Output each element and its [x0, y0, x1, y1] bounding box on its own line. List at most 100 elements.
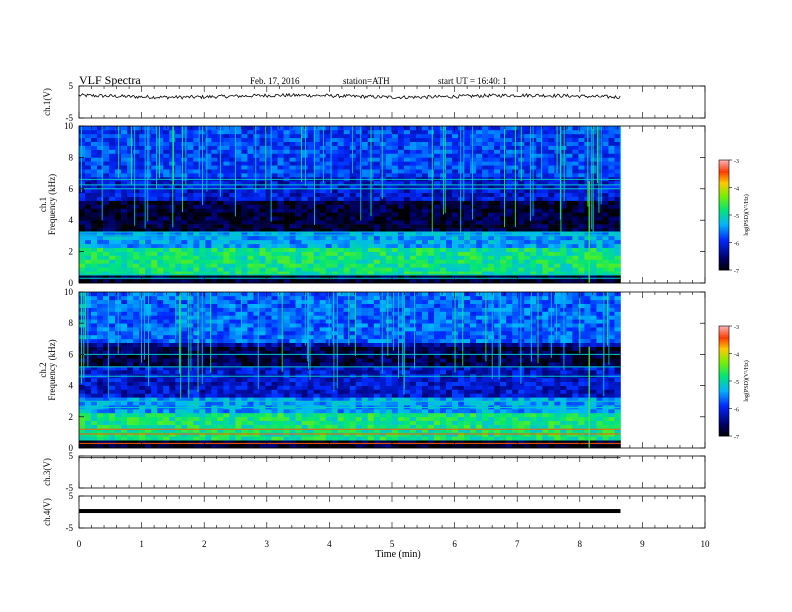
spectrogram-cell — [373, 432, 381, 437]
spectrogram-cell — [139, 157, 146, 162]
spectrogram-cell — [223, 409, 230, 414]
spectrogram-cell — [235, 133, 242, 139]
spectrogram-cell — [205, 216, 212, 221]
spectrogram-cell — [241, 420, 248, 425]
spectrogram-cell — [421, 157, 429, 162]
spectrogram-cell — [524, 432, 531, 437]
spectrogram-cell — [397, 192, 405, 197]
spectrogram-cell — [277, 180, 284, 186]
spectrogram-cell — [530, 247, 537, 252]
spectrogram-cell — [439, 279, 447, 284]
spectrogram-cell — [488, 428, 495, 433]
spectrogram-cell — [115, 220, 122, 225]
spectrogram-cell — [361, 157, 369, 162]
spectrogram-cell — [614, 401, 621, 406]
spectrogram-cell — [169, 263, 176, 268]
spectrogram-cell — [427, 196, 435, 201]
spectrogram-cell — [548, 126, 555, 131]
spectrogram-cell — [205, 412, 212, 418]
spectrogram-cell — [524, 444, 531, 449]
spectrogram-cell — [223, 173, 230, 178]
spectrogram-cell — [343, 267, 351, 272]
spectrogram-cell — [313, 224, 320, 229]
spectrogram-cell — [488, 161, 495, 166]
spectrogram-cell — [415, 416, 423, 421]
spectrogram-cell — [337, 239, 345, 245]
spectrogram-cell — [235, 224, 242, 229]
spectrogram-cell — [157, 263, 164, 268]
spectrogram-cell — [325, 267, 332, 272]
spectrogram-cell — [103, 149, 110, 154]
spectrogram-cell — [325, 424, 332, 429]
spectrogram-cell — [175, 279, 182, 284]
spectrogram-cell — [602, 208, 609, 213]
spectrogram-cell — [295, 412, 302, 418]
spectrogram-cell — [79, 239, 86, 245]
spectrogram-cell — [289, 231, 296, 237]
spectrogram-cell — [602, 432, 609, 437]
spectrogram-cell — [452, 259, 459, 264]
spectrogram-cell — [409, 216, 417, 221]
spectrogram-cell — [109, 153, 116, 158]
spectrogram-cell — [223, 200, 230, 205]
spectrogram-cell — [91, 444, 98, 449]
spectrogram-cell — [488, 228, 495, 233]
spectrogram-cell — [596, 204, 603, 209]
spectrogram-cell — [403, 251, 411, 256]
spectrogram-cell — [181, 129, 188, 135]
spectrogram-cell — [518, 440, 525, 445]
spectrogram-cell — [331, 161, 339, 166]
spectrogram-cell — [151, 263, 158, 268]
spectrogram-cell — [548, 255, 555, 260]
spectrogram-cell — [349, 161, 357, 166]
y-tick-label: -5 — [66, 113, 74, 123]
spectrogram-cell — [446, 137, 453, 142]
spectrogram-cell — [572, 126, 579, 131]
spectrogram-cell — [373, 275, 381, 280]
spectrogram-cell — [187, 141, 194, 146]
spectrogram-cell — [337, 157, 345, 162]
spectrogram-cell — [79, 271, 86, 276]
spectrogram-cell — [464, 424, 471, 429]
spectrogram-cell — [139, 279, 146, 284]
spectrogram-cell — [373, 409, 381, 414]
spectrogram-cell — [247, 409, 254, 414]
spectrogram-cell — [289, 188, 296, 194]
spectrogram-cell — [500, 440, 507, 445]
spectrogram-cell — [337, 200, 345, 205]
spectrogram-cell — [542, 208, 549, 213]
spectrogram-cell — [163, 145, 170, 150]
spectrogram-cell — [205, 220, 212, 225]
spectrogram-cell — [355, 180, 363, 186]
spectrogram-cell — [458, 243, 465, 248]
spectrogram-cell — [301, 243, 308, 248]
spectrogram-cell — [602, 216, 609, 221]
spectrogram-cell — [283, 436, 290, 441]
spectrogram-cell — [313, 192, 320, 197]
spectrogram-cell — [301, 133, 308, 139]
spectrogram-cell — [337, 188, 345, 194]
spectrogram-cell — [139, 126, 146, 131]
spectrogram-cell — [524, 247, 531, 252]
spectrogram-cell — [367, 416, 375, 421]
spectrogram-cell — [524, 220, 531, 225]
spectrogram-cell — [127, 409, 134, 414]
spectrogram-cell — [476, 251, 483, 256]
spectrogram-cell — [211, 231, 218, 237]
spectrogram-cell — [139, 196, 146, 201]
spectrogram-cell — [307, 149, 314, 154]
spectrogram-cell — [157, 129, 164, 135]
spectrogram-cell — [259, 267, 266, 272]
spectrogram-cell — [391, 141, 399, 146]
spectrogram-cell — [349, 145, 357, 150]
spectrogram-cell — [391, 161, 399, 166]
spectrogram-cell — [397, 251, 405, 256]
spectrogram-cell — [578, 153, 585, 158]
spectrogram-cell — [145, 251, 152, 256]
spectrogram-cell — [103, 397, 110, 402]
spectrogram-cell — [115, 235, 122, 241]
spectrogram-cell — [181, 247, 188, 252]
spectrogram-cell — [337, 412, 345, 418]
spectrogram-cell — [500, 200, 507, 205]
spectrogram-cell — [187, 436, 194, 441]
